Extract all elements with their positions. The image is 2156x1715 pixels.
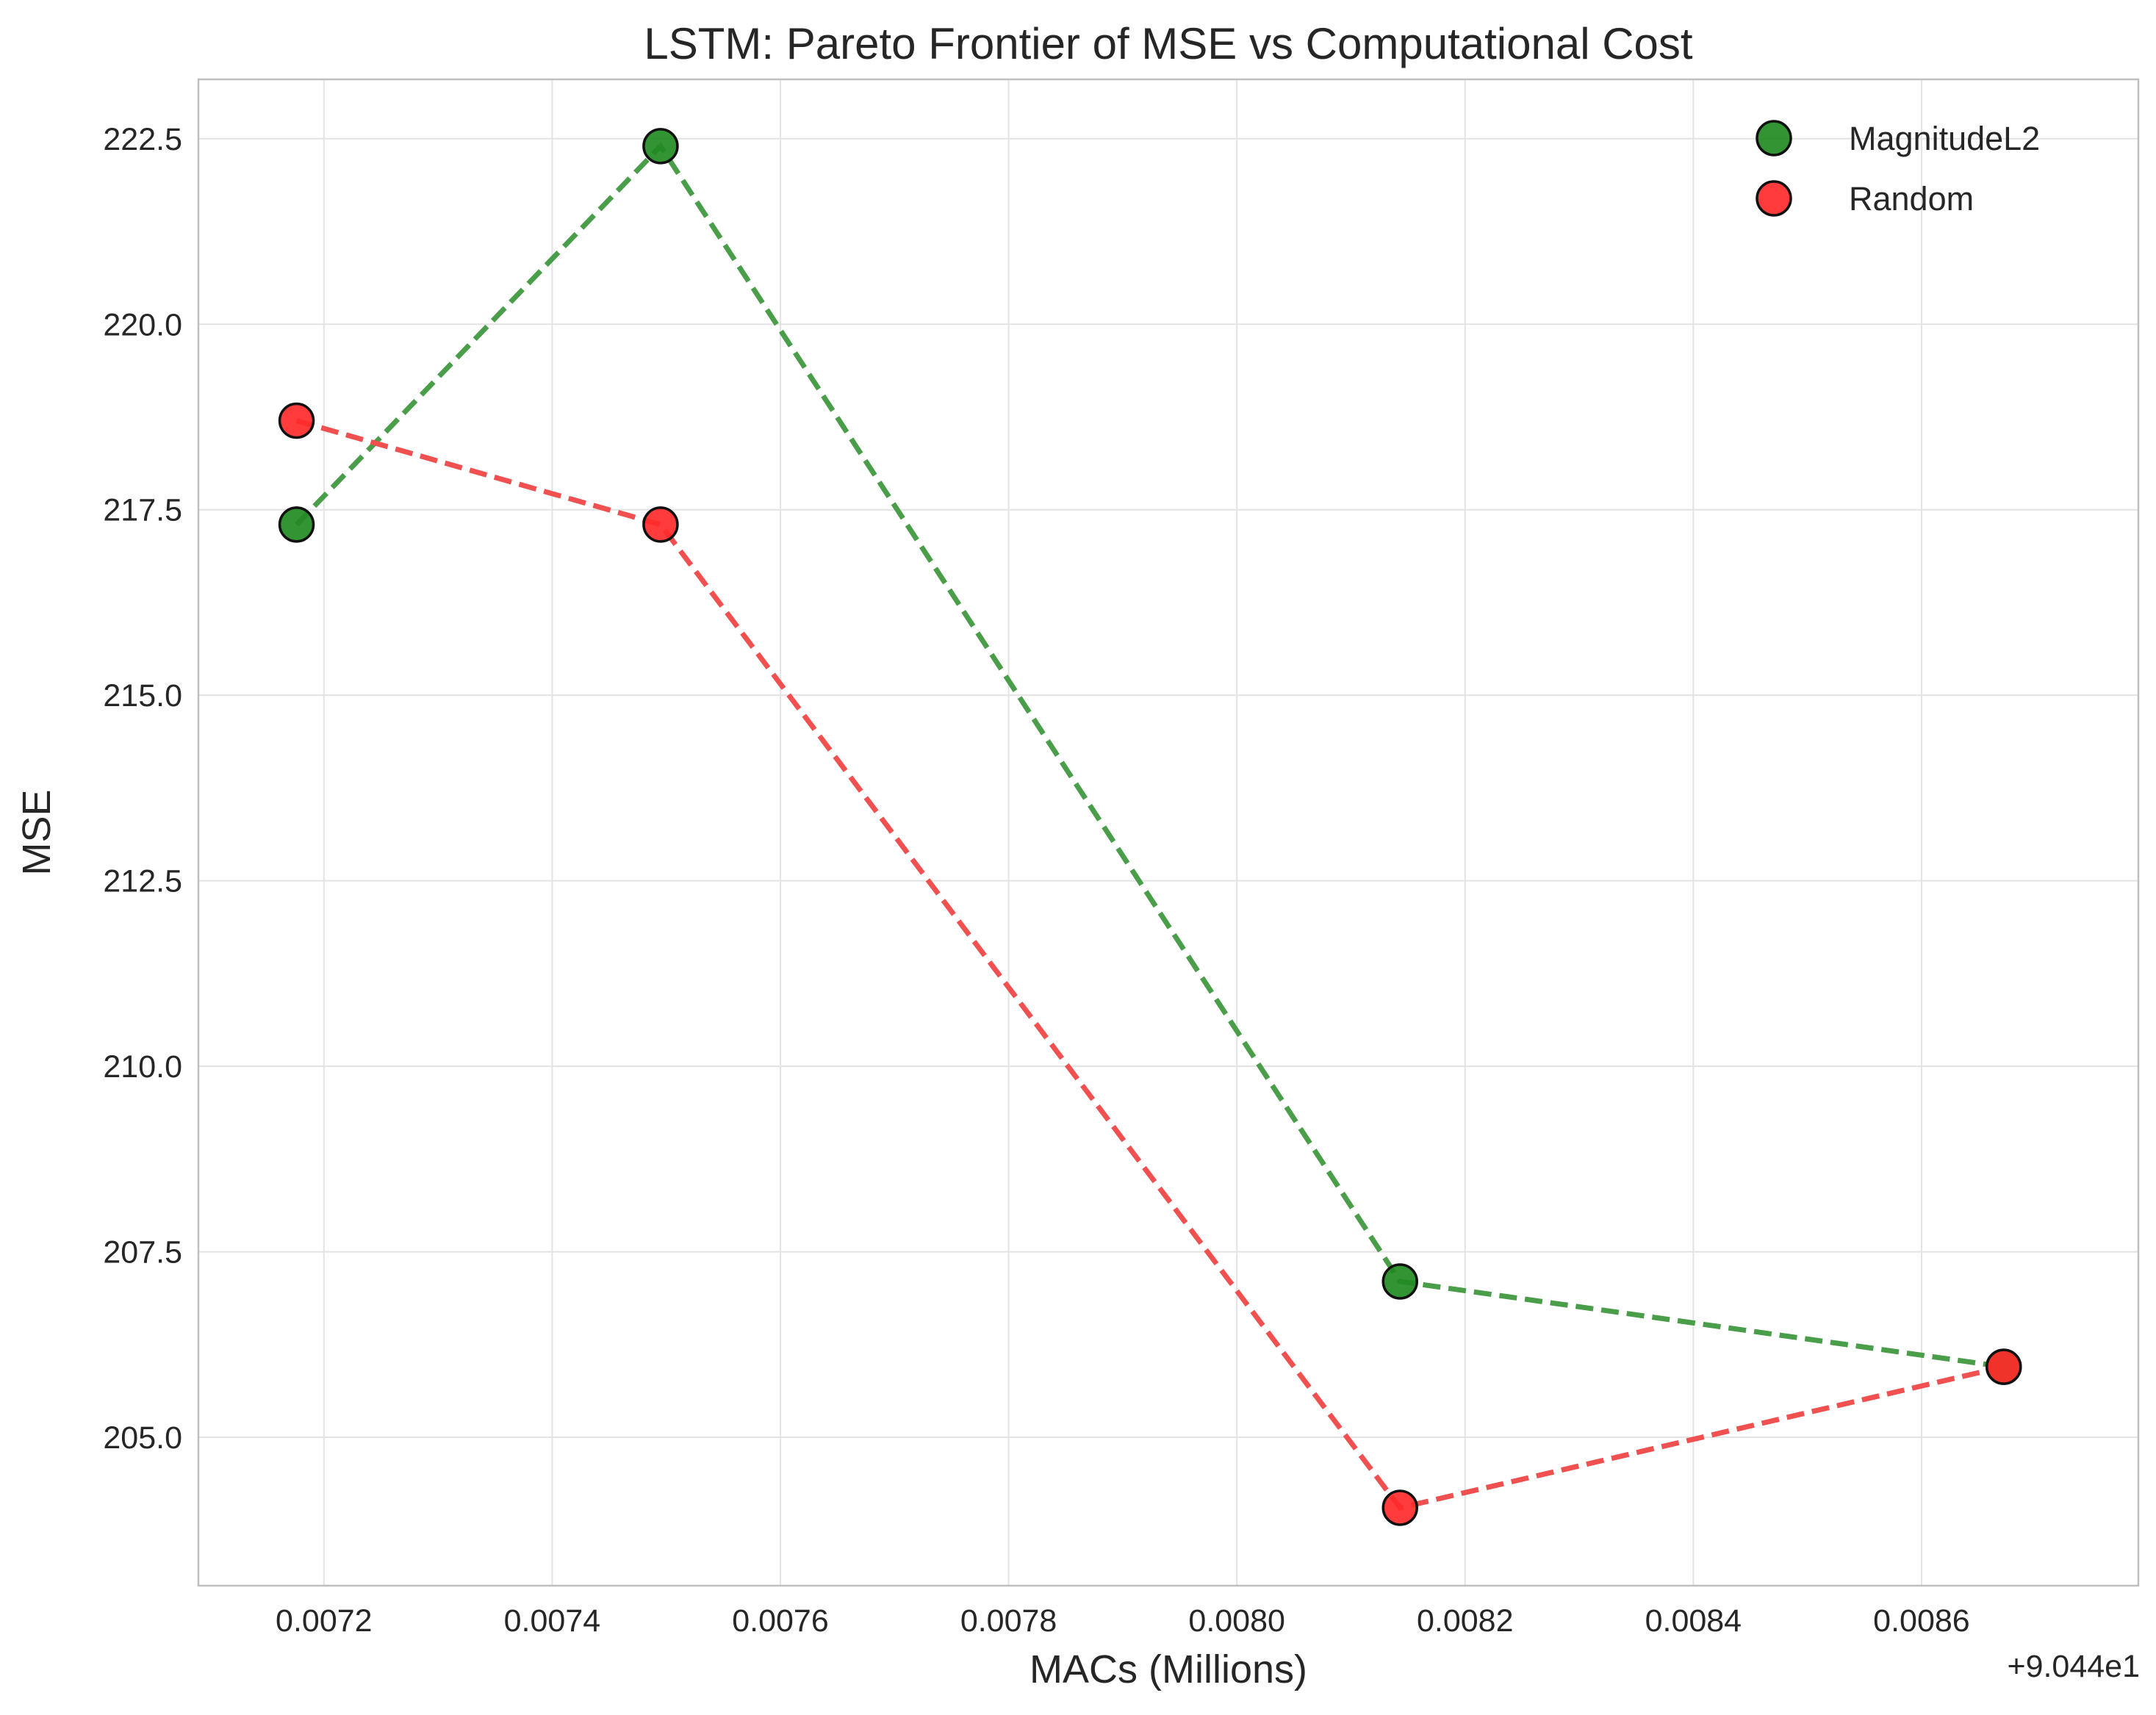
y-tick-label: 207.5 bbox=[103, 1235, 182, 1270]
x-axis-offset-label: +9.044e1 bbox=[2007, 1649, 2140, 1684]
data-point-random bbox=[642, 506, 679, 543]
y-tick-label: 220.0 bbox=[103, 307, 182, 342]
x-tick-label: 0.0078 bbox=[960, 1603, 1057, 1639]
y-axis-label: MSE bbox=[15, 789, 59, 875]
x-tick-label: 0.0086 bbox=[1873, 1603, 1970, 1639]
y-tick-label: 222.5 bbox=[103, 122, 182, 157]
data-point-magnitudel2 bbox=[1381, 1263, 1418, 1300]
grid bbox=[198, 79, 2138, 1586]
legend-marker bbox=[1756, 180, 1792, 217]
x-tick-label: 0.0074 bbox=[504, 1603, 601, 1639]
y-tick-label: 205.0 bbox=[103, 1420, 182, 1456]
x-tick-label: 0.0076 bbox=[732, 1603, 829, 1639]
y-tick-label: 212.5 bbox=[103, 864, 182, 899]
x-tick-label: 0.0082 bbox=[1417, 1603, 1514, 1639]
series bbox=[278, 128, 2022, 1526]
legend-item-random: Random bbox=[1756, 180, 1974, 217]
data-point-magnitudel2 bbox=[642, 128, 679, 165]
series-line-random bbox=[295, 418, 2005, 1511]
x-tick-label: 0.0072 bbox=[276, 1603, 373, 1639]
data-point-magnitudel2 bbox=[278, 506, 315, 543]
chart-title: LSTM: Pareto Frontier of MSE vs Computat… bbox=[644, 19, 1693, 68]
series-markers bbox=[278, 128, 2022, 1526]
y-tick-label: 215.0 bbox=[103, 678, 182, 713]
x-tick-label: 0.0080 bbox=[1188, 1603, 1285, 1639]
x-axis-label: MACs (Millions) bbox=[1030, 1647, 1307, 1691]
x-axis-ticks: 0.0072 0.0074 0.0076 0.0078 0.0080 0.0082 0.00… bbox=[276, 1603, 1970, 1639]
y-tick-label: 217.5 bbox=[103, 493, 182, 528]
data-point-random bbox=[1381, 1489, 1418, 1526]
y-tick-label: 210.0 bbox=[103, 1049, 182, 1085]
legend-item-magnitudel2: MagnitudeL2 bbox=[1756, 120, 2040, 157]
plot-frame bbox=[197, 78, 2140, 1587]
series-line-magnitudel2 bbox=[295, 142, 2005, 1370]
x-tick-label: 0.0084 bbox=[1645, 1603, 1742, 1639]
legend: MagnitudeL2 Random bbox=[1756, 120, 2040, 217]
series-lines bbox=[295, 142, 2005, 1511]
y-axis-ticks: 205.0 207.5 210.0 212.5 215.0 217.5 220.0 222.5 bbox=[103, 122, 182, 1456]
legend-label: Random bbox=[1849, 180, 1974, 217]
legend-marker bbox=[1756, 120, 1792, 157]
data-point-random bbox=[278, 402, 315, 439]
data-point-random bbox=[1986, 1348, 2022, 1385]
legend-label: MagnitudeL2 bbox=[1849, 120, 2040, 157]
